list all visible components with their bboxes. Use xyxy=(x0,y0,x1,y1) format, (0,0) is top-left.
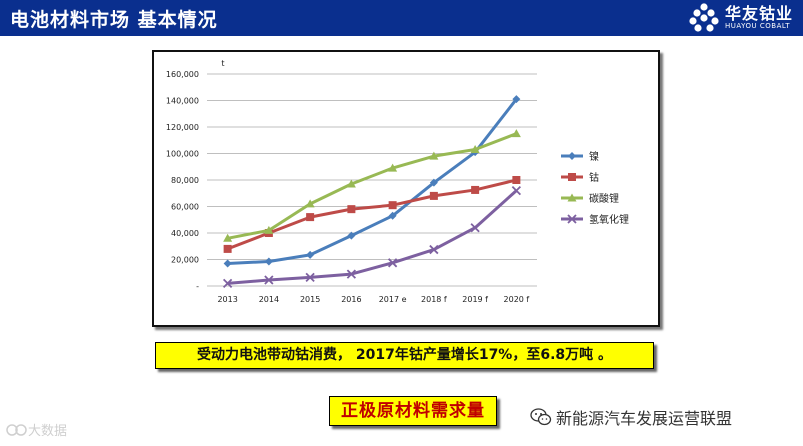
y-tick-label: 60,000 xyxy=(171,203,199,212)
data-point xyxy=(388,211,397,220)
header-bar: 电池材料市场 基本情况 华友钴业 HUAYOU COBALT xyxy=(0,0,803,36)
data-point xyxy=(429,191,438,200)
data-point xyxy=(305,272,315,283)
data-point xyxy=(567,193,577,202)
data-point xyxy=(306,213,315,222)
y-tick-label: 40,000 xyxy=(171,229,199,238)
data-point xyxy=(568,173,576,181)
data-point xyxy=(388,163,398,172)
x-tick-label: 2014 xyxy=(259,295,279,304)
data-point xyxy=(264,275,274,285)
y-axis-label: t xyxy=(221,59,224,68)
legend-label: 碳酸锂 xyxy=(589,192,619,205)
watermark-logo-icon xyxy=(6,423,27,436)
data-point xyxy=(264,225,274,234)
x-tick-label: 2019 f xyxy=(462,295,488,304)
data-point xyxy=(305,199,315,208)
data-point xyxy=(429,151,439,160)
y-tick-label: 80,000 xyxy=(171,176,199,185)
data-point xyxy=(387,258,398,268)
legend-label: 镍 xyxy=(589,150,599,163)
series-line xyxy=(227,189,518,285)
data-point xyxy=(347,231,356,240)
data-point xyxy=(567,214,577,224)
note-banner: 受动力电池带动钴消费， 2017年钴产量增长17%，至6.8万吨 。 xyxy=(155,342,654,369)
data-point xyxy=(388,201,397,210)
y-tick-label: 140,000 xyxy=(166,97,199,106)
series-line xyxy=(227,98,518,265)
data-point xyxy=(511,185,522,196)
watermark-left: 大数据 xyxy=(6,420,67,439)
data-point xyxy=(222,278,233,288)
data-point xyxy=(568,152,576,160)
data-point xyxy=(346,179,356,188)
page-title: 电池材料市场 基本情况 xyxy=(10,9,218,31)
x-tick-label: 2018 f xyxy=(421,295,447,304)
series-line xyxy=(227,132,517,240)
watermark-right-text: 新能源汽车发展运营联盟 xyxy=(556,409,733,428)
data-point xyxy=(512,176,521,184)
data-point xyxy=(346,269,357,279)
data-point xyxy=(429,244,439,255)
data-point xyxy=(223,259,232,268)
x-tick-label: 2020 f xyxy=(504,295,530,304)
logo-icon xyxy=(689,3,719,32)
logo-name-cn: 华友钴业 xyxy=(724,3,793,23)
data-point xyxy=(429,178,438,187)
y-tick-label: 100,000 xyxy=(166,150,199,159)
line-chart: - 20,000 40,000 60,000 80,000 100,000 120,000 1… xyxy=(166,59,629,304)
y-tick-label: 120,000 xyxy=(166,123,199,132)
chart-panel: - 20,000 40,000 60,000 80,000 100,000 120,000 1… xyxy=(152,50,660,327)
x-tick-label: 2015 xyxy=(300,295,320,304)
y-tick-label: - xyxy=(196,282,199,291)
series-line xyxy=(227,178,517,251)
x-tick-label: 2016 xyxy=(341,295,361,304)
watermark-left-text: 大数据 xyxy=(28,424,68,439)
watermark-right: 新能源汽车发展运营联盟 xyxy=(530,405,732,429)
logo-name-en: HUAYOU COBALT xyxy=(724,21,791,30)
y-tick-label: 160,000 xyxy=(166,70,199,79)
legend-label: 氢氧化锂 xyxy=(589,213,629,226)
y-tick-label: 20,000 xyxy=(171,256,199,265)
legend-label: 钴 xyxy=(589,172,599,184)
data-point xyxy=(512,95,521,104)
data-point xyxy=(223,233,233,242)
x-tick-label: 2017 e xyxy=(379,295,407,304)
data-point xyxy=(347,205,356,214)
data-point xyxy=(223,244,232,253)
section-label: 正极原材料需求量 xyxy=(329,396,497,426)
data-point xyxy=(511,129,521,138)
data-point xyxy=(471,185,480,194)
data-point xyxy=(470,223,480,233)
x-tick-label: 2013 xyxy=(217,295,237,304)
data-point xyxy=(306,250,315,259)
wechat-icon xyxy=(530,408,552,426)
data-point xyxy=(470,145,480,154)
data-point xyxy=(264,257,273,266)
company-logo: 华友钴业 HUAYOU COBALT xyxy=(689,3,793,33)
